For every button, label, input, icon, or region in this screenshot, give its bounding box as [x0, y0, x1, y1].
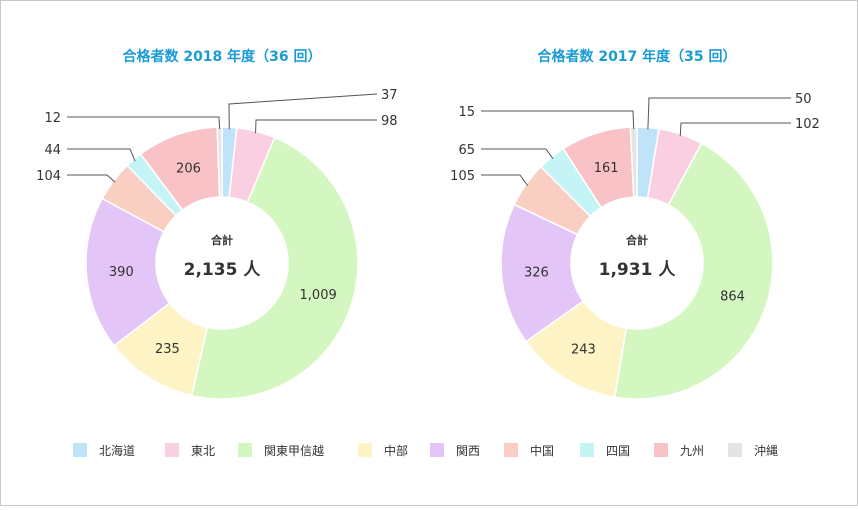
value-label-shikoku: 65 [458, 143, 475, 158]
value-label-okinawa: 15 [458, 105, 475, 120]
donut-chart-2018: 合格者数 2018 年度（36 回） 37 98 1,009 235 390 104 44 2… [36, 48, 398, 400]
leaders-2018 [67, 93, 378, 183]
value-label-kanto: 864 [720, 290, 745, 305]
legend-label-kansai: 関西 [456, 444, 480, 458]
slices-2018 [85, 126, 359, 400]
labels-2018: 37 98 1,009 235 390 104 44 206 12 [36, 88, 397, 357]
value-label-kansai: 326 [524, 266, 549, 281]
center-total-2017: 1,931 人 [599, 260, 677, 280]
legend: 北海道 東北 関東甲信越 中部 関西 中国 四国 九州 沖縄 [73, 443, 778, 458]
leader-line-hokkaido [647, 97, 791, 130]
leader-line-chugoku [481, 174, 529, 186]
legend-swatch-tohoku [165, 443, 179, 457]
slices-2017 [500, 126, 774, 400]
legend-swatch-kyushu [654, 443, 668, 457]
center-label-2017: 合計 [626, 233, 648, 247]
slice-okinawa [216, 126, 223, 198]
value-label-chubu: 243 [571, 343, 596, 358]
center-total-2018: 2,135 人 [184, 260, 262, 280]
legend-swatch-kansai [430, 443, 444, 457]
slice-kansai [85, 197, 171, 347]
chart-title-2018: 合格者数 2018 年度（36 回） [122, 48, 321, 65]
chart-title-2017: 合格者数 2017 年度（35 回） [537, 48, 736, 65]
legend-label-chubu: 中部 [384, 443, 408, 458]
value-label-tohoku: 102 [795, 117, 820, 132]
legend-swatch-chugoku [504, 443, 518, 457]
legend-label-hokkaido: 北海道 [99, 443, 135, 458]
value-label-kansai: 390 [109, 265, 134, 280]
legend-swatch-hokkaido [73, 443, 87, 457]
value-label-kyushu: 206 [176, 162, 201, 177]
slice-kanto [190, 136, 359, 400]
slice-kanto [613, 142, 774, 400]
value-label-kyushu: 161 [594, 161, 619, 176]
value-label-shikoku: 44 [44, 143, 61, 158]
legend-label-chugoku: 中国 [530, 443, 554, 458]
value-label-chubu: 235 [155, 342, 180, 357]
legend-label-tohoku: 東北 [191, 444, 215, 458]
legend-label-shikoku: 四国 [606, 444, 630, 458]
leader-line-tohoku [255, 119, 377, 134]
legend-label-okinawa: 沖縄 [754, 443, 778, 458]
value-label-kanto: 1,009 [300, 288, 337, 303]
leader-line-okinawa [67, 116, 221, 130]
leader-line-chugoku [67, 174, 116, 183]
labels-2017: 50 102 864 243 326 105 65 161 15 [450, 92, 820, 358]
leader-line-shikoku [481, 148, 554, 159]
leaders-2017 [481, 97, 791, 186]
leader-line-hokkaido [228, 93, 378, 130]
legend-label-kanto: 関東甲信越 [264, 444, 324, 458]
leader-line-shikoku [67, 148, 136, 162]
value-label-okinawa: 12 [44, 111, 61, 126]
value-label-hokkaido: 37 [381, 88, 398, 103]
value-label-chugoku: 105 [450, 169, 475, 184]
leader-line-tohoku [679, 122, 791, 137]
slice-okinawa [629, 126, 638, 198]
donut-chart-2017: 合格者数 2017 年度（35 回） 50 102 864 243 326 105 65 16… [450, 48, 820, 400]
value-label-chugoku: 104 [36, 169, 61, 184]
legend-label-kyushu: 九州 [680, 444, 704, 458]
leader-line-okinawa [481, 110, 635, 130]
legend-swatch-kanto [238, 443, 252, 457]
legend-swatch-shikoku [580, 443, 594, 457]
value-label-tohoku: 98 [381, 114, 398, 129]
legend-swatch-okinawa [728, 443, 742, 457]
value-label-hokkaido: 50 [795, 92, 812, 107]
center-label-2018: 合計 [211, 233, 233, 247]
legend-swatch-chubu [358, 443, 372, 457]
